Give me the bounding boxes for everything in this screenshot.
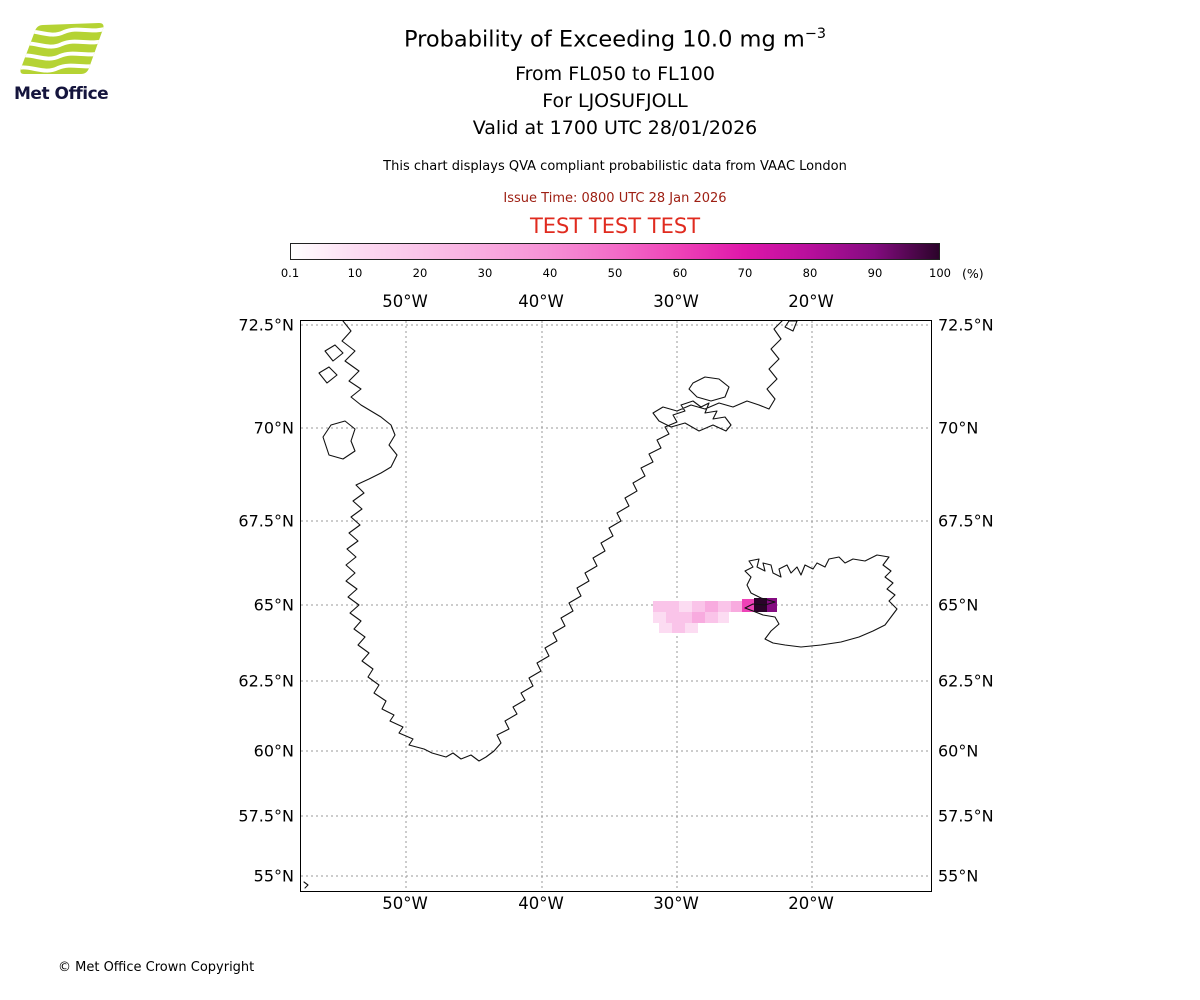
met-office-logo-text: Met Office	[14, 84, 109, 104]
lon-label-top-20°W: 20°W	[788, 292, 834, 311]
ash-cell-10-20	[653, 601, 666, 612]
ash-cell-50-60	[742, 599, 754, 612]
coastlines	[303, 321, 898, 889]
lon-labels-top: 50°W 40°W 30°W 20°W	[300, 292, 932, 314]
map-frame	[300, 320, 932, 892]
ash-cell-20-30	[692, 612, 705, 623]
island-milne-land	[688, 376, 730, 402]
lat-label-right-70°N: 70°N	[938, 418, 979, 438]
valid-time: Valid at 1700 UTC 28/01/2026	[472, 117, 758, 139]
legend-tick-100: 100	[929, 266, 951, 280]
lat-label-left-70°N: 70°N	[253, 418, 294, 438]
lat-label-left-57.5°N: 57.5°N	[238, 806, 294, 826]
lon-label-bottom-30°W: 30°W	[653, 894, 699, 913]
lat-label-left-60°N: 60°N	[253, 741, 294, 761]
lat-label-right-55°N: 55°N	[938, 866, 979, 886]
legend-ticks: 0.1 10 20 30 40 50 60 70 80 90 100	[281, 266, 951, 281]
lat-label-right-62.5°N: 62.5°N	[938, 671, 994, 691]
ash-cell-10-20	[692, 601, 705, 612]
met-office-logo-mark	[20, 23, 104, 74]
island-top-right	[784, 321, 798, 332]
legend-tick-60: 60	[672, 266, 688, 280]
ash-cell-10-20	[705, 612, 718, 623]
island-upernavik-2	[318, 366, 338, 384]
island-disko	[322, 420, 356, 460]
lat-label-left-67.5°N: 67.5°N	[238, 511, 294, 531]
lon-label-bottom-40°W: 40°W	[518, 894, 564, 913]
ash-cell-10-20	[666, 601, 679, 612]
legend-tick-50: 50	[607, 266, 623, 280]
coastline-iceland	[744, 554, 898, 648]
legend-tick-0.1: 0.1	[280, 266, 300, 280]
lat-label-left-62.5°N: 62.5°N	[238, 671, 294, 691]
legend-unit: (%)	[962, 266, 984, 281]
page-title-text: Probability of Exceeding 10.0 mg m	[403, 26, 805, 53]
legend-tick-10: 10	[347, 266, 363, 280]
lat-label-right-60°N: 60°N	[938, 741, 979, 761]
legend-bar	[290, 243, 940, 260]
logo-shape	[20, 23, 104, 74]
ash-cell-10-20	[718, 601, 731, 612]
lat-label-left-65°N: 65°N	[253, 595, 294, 615]
map-svg	[301, 321, 931, 891]
ash-cell-80-90	[767, 598, 777, 612]
lon-label-bottom-20°W: 20°W	[788, 894, 834, 913]
island-upernavik-1	[324, 344, 344, 362]
lon-labels-bottom: 50°W 40°W 30°W 20°W	[300, 894, 932, 916]
legend-tick-40: 40	[542, 266, 558, 280]
page-title: Probability of Exceeding 10.0 mg m−3	[30, 26, 1200, 53]
issue-time: Issue Time: 0800 UTC 28 Jan 2026	[503, 191, 727, 206]
lat-label-right-72.5°N: 72.5°N	[938, 315, 994, 335]
ash-cell-10-20	[679, 612, 692, 623]
lon-label-bottom-50°W: 50°W	[382, 894, 428, 913]
lat-label-right-67.5°N: 67.5°N	[938, 511, 994, 531]
lon-label-top-30°W: 30°W	[653, 292, 699, 311]
ash-cell-20-30	[705, 601, 718, 612]
lat-label-left-55°N: 55°N	[253, 866, 294, 886]
ash-cell-0.1-10	[679, 601, 692, 612]
legend-tick-30: 30	[477, 266, 493, 280]
met-office-logo: Met Office	[14, 22, 114, 104]
ash-cell-0.1-10	[718, 612, 729, 623]
page-title-exponent: −3	[804, 26, 827, 42]
small-islet	[303, 881, 309, 889]
volcano-name: For LJOSUFJOLL	[542, 90, 688, 112]
legend-tick-70: 70	[737, 266, 753, 280]
ash-cell-0.1-10	[685, 623, 698, 633]
ash-cell-0.1-10	[653, 612, 666, 623]
ash-cell-20-30	[731, 601, 742, 612]
ash-probability-cells	[653, 598, 777, 633]
ash-cell-10-20	[666, 612, 679, 623]
lon-label-top-40°W: 40°W	[518, 292, 564, 311]
qva-disclaimer: This chart displays QVA compliant probab…	[383, 159, 847, 174]
test-banner: TEST TEST TEST	[529, 214, 701, 238]
grid-lines	[301, 321, 931, 891]
coastline-greenland	[341, 321, 783, 762]
lat-label-right-57.5°N: 57.5°N	[938, 806, 994, 826]
ash-cell-10-20	[672, 623, 685, 633]
ash-cell-0.1-10	[659, 623, 672, 633]
flight-level-range: From FL050 to FL100	[515, 63, 715, 85]
lon-label-top-50°W: 50°W	[382, 292, 428, 311]
legend-tick-90: 90	[867, 266, 883, 280]
lat-label-left-72.5°N: 72.5°N	[238, 315, 294, 335]
lat-label-right-65°N: 65°N	[938, 595, 979, 615]
lat-labels-right: 72.5°N 70°N 67.5°N 65°N 62.5°N 60°N 57.5°N 55°N	[938, 316, 1082, 893]
copyright: © Met Office Crown Copyright	[58, 960, 255, 975]
legend-tick-80: 80	[802, 266, 818, 280]
legend-tick-20: 20	[412, 266, 428, 280]
lat-labels-left: 72.5°N 70°N 67.5°N 65°N 62.5°N 60°N 57.5°N 55°N	[150, 316, 294, 893]
